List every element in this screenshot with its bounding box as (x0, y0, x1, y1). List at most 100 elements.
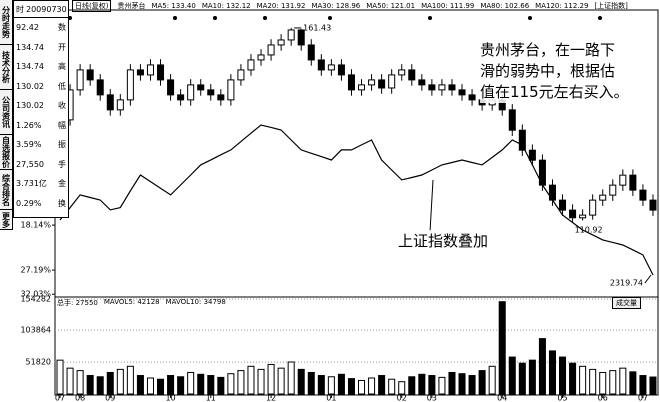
candle-body (428, 84, 436, 91)
candle-body (649, 199, 657, 211)
volume-bar (177, 376, 185, 395)
volume-bar (317, 375, 325, 395)
info-date: 20090730 (26, 4, 67, 14)
volume-bar (337, 373, 345, 395)
candle-body (639, 189, 647, 201)
candle-body (388, 74, 396, 89)
volume-bar (388, 378, 396, 395)
x-tick-label: 05 (557, 394, 567, 402)
sidebar-tab[interactable]: 更多 (0, 210, 12, 230)
candle-body (227, 79, 235, 101)
candle-body (217, 94, 225, 101)
volume-tick-label: 103864 (20, 326, 51, 335)
x-tick-label: 10 (165, 394, 175, 402)
volume-bar (197, 373, 205, 395)
volume-bar (307, 371, 315, 395)
sidebar-tab[interactable]: 自选报价 (0, 135, 12, 170)
volume-bar (649, 376, 657, 395)
candle-body (508, 109, 516, 131)
candle-body (267, 44, 275, 56)
volume-bar (448, 371, 456, 395)
info-row: 130.02 低 (14, 77, 68, 97)
candle-body (126, 69, 134, 101)
volume-bar (86, 375, 94, 395)
sidebar-tab[interactable]: 分时走势 (0, 0, 12, 45)
info-label: 换 (58, 198, 66, 208)
candle-body (548, 184, 556, 201)
volume-bar (157, 378, 165, 395)
volume-bar (136, 375, 144, 395)
candle-body (207, 89, 215, 96)
volume-bar (579, 365, 587, 395)
volume-bar (368, 377, 376, 395)
volume-bar (639, 375, 647, 395)
info-label: 金 (58, 179, 66, 189)
x-tick-label: 09 (105, 394, 115, 402)
candle-body (448, 84, 456, 91)
event-dot (428, 16, 432, 20)
info-label: 时 (16, 4, 24, 14)
candle-body (177, 94, 185, 101)
sidebar-tab[interactable]: 综合排名 (0, 170, 12, 210)
volume-bar (76, 370, 84, 395)
candle-body (589, 199, 597, 216)
volume-bar (267, 363, 275, 395)
volume-bar (518, 362, 526, 395)
volume-bar (468, 375, 476, 395)
candle-body (408, 69, 416, 81)
overlay-line (59, 124, 654, 276)
label-pointer (644, 274, 652, 284)
info-row: 130.02 收 (14, 96, 68, 116)
sidebar-tab[interactable]: 公司资讯 (0, 90, 12, 135)
candle-body (146, 64, 154, 76)
volume-bar (408, 376, 416, 395)
candle-body (378, 79, 386, 89)
candle-body (629, 174, 637, 191)
candle-body (619, 174, 627, 186)
x-tick-label: 02 (397, 394, 407, 402)
annotation-line: 贵州茅台，在一路下 (480, 41, 616, 59)
volume-bar (116, 368, 124, 395)
volume-bar (538, 338, 546, 395)
indicator: MA10: 132.12 (201, 1, 251, 10)
volume-bar (559, 356, 567, 395)
candle-body (358, 84, 366, 91)
x-tick-label: 03 (427, 394, 437, 402)
sidebar-tab[interactable]: 技术分析 (0, 45, 12, 90)
chart-header: 日线(复权) 贵州茅台 MA5: 133.40 MA10: 132.12 MA20:… (72, 0, 628, 12)
candle-body (277, 39, 285, 46)
candle-body (167, 79, 175, 96)
candle-body (559, 199, 567, 211)
info-row: 27,550 手 (14, 155, 68, 175)
info-value: 27,550 (16, 159, 44, 169)
candle-body (579, 214, 587, 219)
info-row: 0.29% 换 (14, 194, 68, 214)
event-dot (68, 16, 72, 20)
candle-body (96, 79, 104, 96)
volume-bar (569, 362, 577, 395)
volume-button[interactable]: 成交量 (612, 297, 641, 309)
candle-body (347, 74, 355, 91)
event-dot (528, 16, 532, 20)
info-label: 开 (58, 42, 66, 52)
volume-bar (297, 368, 305, 395)
candle-body (136, 69, 144, 76)
volume-bar (96, 376, 104, 395)
volume-bar (498, 301, 506, 395)
indicator: MA100: 111.99 (421, 1, 475, 10)
info-label: 高 (58, 62, 66, 72)
volume-bar (277, 367, 285, 395)
stock-name: 贵州茅台 (117, 1, 146, 10)
overlay-low-label: 2319.74 (610, 278, 643, 287)
sidebar: 分时走势 技术分析 公司资讯 自选报价 综合排名 更多 (0, 0, 13, 230)
info-value: 134.74 (16, 42, 44, 52)
y-tick-label: 32.03% (20, 290, 51, 299)
x-tick-label: 07 (638, 394, 648, 402)
candle-body (418, 79, 426, 86)
volume-bar (418, 373, 426, 395)
volume-bar (56, 359, 64, 395)
volume-stat: 总手: 27550 (57, 299, 98, 307)
volume-bar (458, 373, 466, 395)
candle-body (599, 194, 607, 201)
